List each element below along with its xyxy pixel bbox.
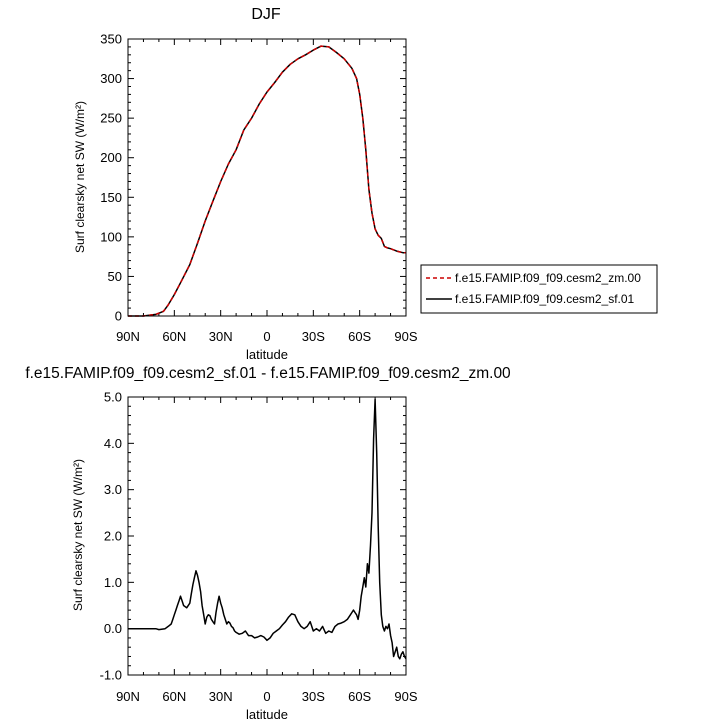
top-title: DJF — [251, 6, 281, 23]
top-series-line-1 — [128, 45, 406, 317]
top-series-layer — [128, 45, 406, 317]
top-plot-frame — [127, 38, 407, 317]
top-series-line-0 — [128, 45, 406, 317]
bottom-x-tick-label: 90S — [394, 689, 417, 704]
bottom-y-tick-label: 2.0 — [104, 529, 122, 544]
bottom-y-tick-label: 1.0 — [104, 575, 122, 590]
bottom-x-axis-label: latitude — [246, 707, 288, 722]
top-y-tick-label: 0 — [115, 309, 122, 324]
bottom-panel: f.e15.FAMIP.f09_f09.cesm2_sf.01 - f.e15.… — [25, 365, 511, 722]
top-y-tick-label: 300 — [100, 71, 122, 86]
top-y-tick-label: 50 — [108, 269, 122, 284]
bottom-x-tick-label: 30N — [209, 689, 233, 704]
top-y-axis-label: Surf clearsky net SW (W/m²) — [73, 101, 87, 253]
top-x-tick-label: 90N — [116, 329, 140, 344]
bottom-y-tick-label: 4.0 — [104, 436, 122, 451]
top-x-tick-label: 90S — [394, 329, 417, 344]
bottom-x-tick-label: 60S — [348, 689, 371, 704]
legend-label-sf: f.e15.FAMIP.f09_f09.cesm2_sf.01 — [455, 292, 635, 306]
top-x-tick-label: 30N — [209, 329, 233, 344]
bottom-x-tick-label: 60N — [162, 689, 186, 704]
legend-box — [420, 264, 658, 314]
top-y-tick-label: 150 — [100, 190, 122, 205]
bottom-plot-frame — [127, 396, 407, 676]
bottom-x-tick-label: 90N — [116, 689, 140, 704]
bottom-y-tick-label: -1.0 — [100, 668, 122, 683]
bottom-y-tick-label: 3.0 — [104, 482, 122, 497]
top-x-tick-label: 60S — [348, 329, 371, 344]
top-x-tick-label: 30S — [302, 329, 325, 344]
bottom-y-tick-label: 5.0 — [104, 390, 122, 405]
bottom-y-tick-label: 0.0 — [104, 621, 122, 636]
bottom-series-line-0 — [128, 398, 407, 660]
top-y-tick-label: 350 — [100, 32, 122, 47]
bottom-x-tick-label: 0 — [263, 689, 270, 704]
top-y-tick-label: 250 — [100, 111, 122, 126]
bottom-x-tick-label: 30S — [302, 689, 325, 704]
bottom-y-axis-label: Surf clearsky net SW (W/m²) — [71, 459, 85, 611]
top-y-tick-label: 200 — [100, 150, 122, 165]
top-gridlayer: 90N 60N 30N 0 30S 60S 90S 0 50 100 150 200 250 300 350 — [100, 32, 418, 345]
top-y-tick-label: 100 — [100, 229, 122, 244]
bottom-series-layer — [128, 398, 407, 660]
top-x-tick-label: 60N — [162, 329, 186, 344]
top-panel: DJF 90N 60N 30N 0 30S 60S 90S 0 50 100 150 200 250 30… — [73, 6, 658, 362]
legend: f.e15.FAMIP.f09_f09.cesm2_zm.00 f.e15.FA… — [420, 264, 658, 314]
bottom-title: f.e15.FAMIP.f09_f09.cesm2_sf.01 - f.e15.… — [25, 365, 511, 382]
top-x-tick-label: 0 — [263, 329, 270, 344]
legend-label-zm: f.e15.FAMIP.f09_f09.cesm2_zm.00 — [455, 271, 641, 285]
top-x-axis-label: latitude — [246, 347, 288, 362]
